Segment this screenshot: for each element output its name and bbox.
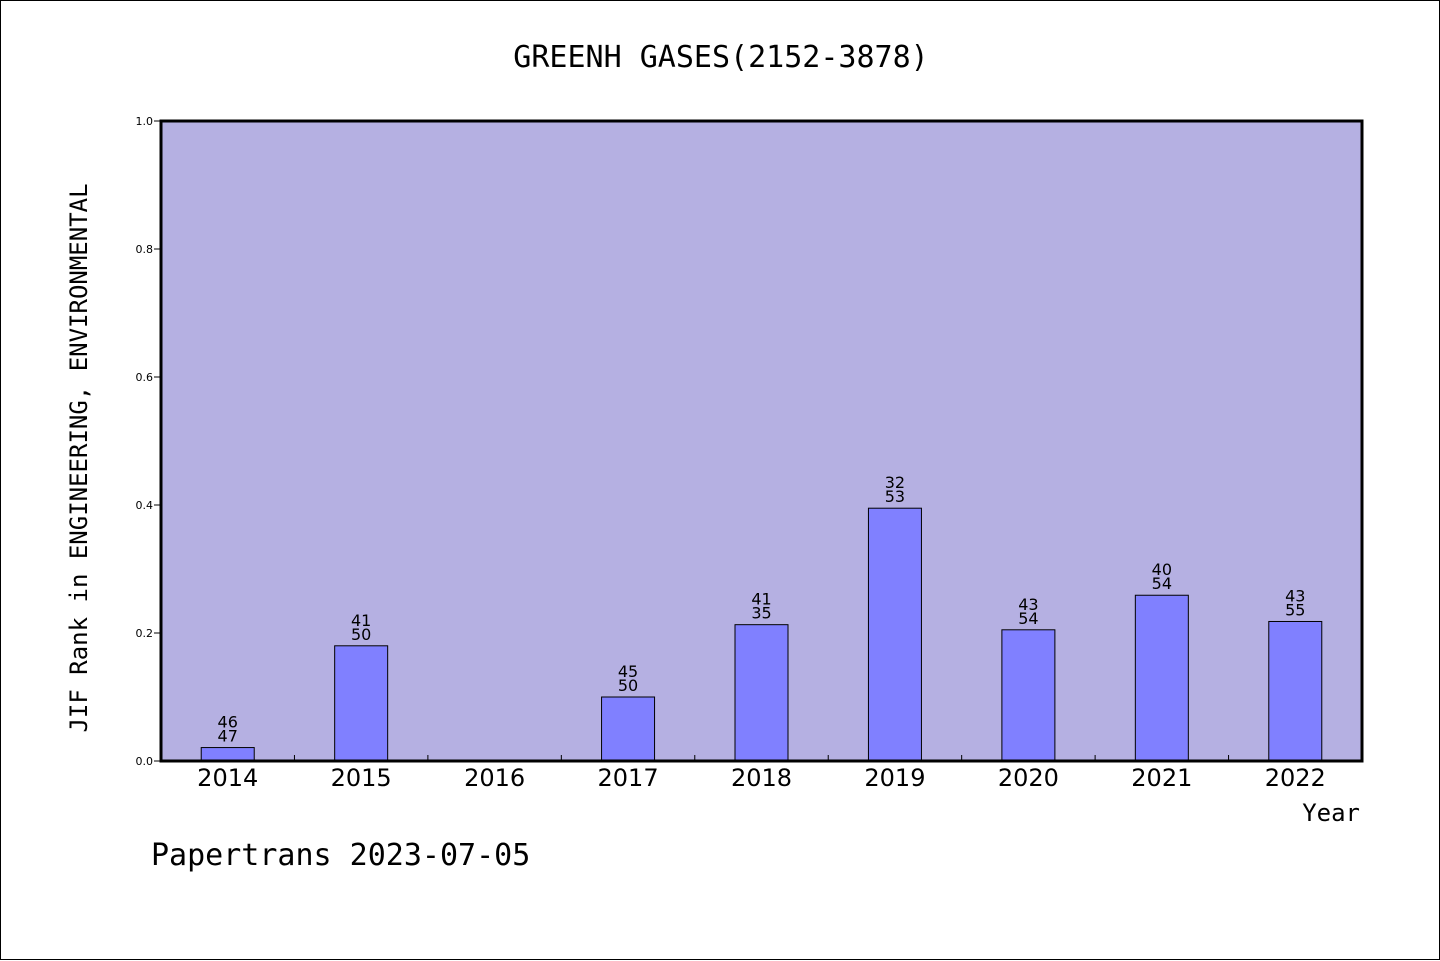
y-axis-ticks: 0.0 0.2 0.4 0.6 0.8 1.0 (136, 115, 161, 768)
bar-label-rank-2021: 40 (1152, 560, 1172, 579)
bar-label-total-2021: 54 (1152, 574, 1172, 593)
x-tick-label-2019: 2019 (864, 764, 925, 792)
bar-label-total-2014: 47 (218, 727, 238, 746)
bar-2015 (334, 645, 389, 762)
bar-label-total-2020: 54 (1018, 609, 1038, 628)
plot-border (159, 119, 1364, 763)
bar-2017 (601, 696, 656, 762)
bar-label-total-2015: 50 (351, 625, 371, 644)
bar-label-total-2017: 50 (618, 676, 638, 695)
bars-group (200, 507, 1323, 762)
bar-label-total-2019: 53 (885, 487, 905, 506)
x-tick-label-2016: 2016 (464, 764, 525, 792)
bar-label-rank-2015: 41 (351, 611, 371, 630)
bar-2018 (734, 624, 789, 762)
x-tick-label-2021: 2021 (1131, 764, 1192, 792)
x-tick-label-2015: 2015 (331, 764, 392, 792)
x-tick-label-2022: 2022 (1265, 764, 1326, 792)
x-axis-ticks: 2014 2015 2016 2017 2018 2019 2020 2021 2022 (197, 755, 1326, 792)
bar-label-rank-2020: 43 (1018, 595, 1038, 614)
bar-label-rank-2019: 32 (885, 473, 905, 492)
y-axis-label: JIF Rank in ENGINEERING, ENVIRONMENTAL (65, 183, 93, 732)
x-tick-label-2014: 2014 (197, 764, 258, 792)
bar-label-rank-2017: 45 (618, 662, 638, 681)
x-axis-label: Year (1302, 799, 1360, 827)
bar-label-rank-2014: 46 (218, 713, 238, 732)
bar-label-rank-2022: 43 (1285, 586, 1305, 605)
footer-credit: Papertrans 2023-07-05 (151, 838, 530, 873)
bar-2019 (867, 507, 922, 762)
x-tick-label-2018: 2018 (731, 764, 792, 792)
bar-label-total-2018: 35 (751, 604, 771, 623)
y-tick-label: 1.0 (136, 115, 154, 128)
x-tick-label-2020: 2020 (998, 764, 1059, 792)
bar-2022 (1268, 620, 1323, 762)
y-tick-label: 0.8 (136, 243, 154, 256)
bar-2014 (200, 747, 255, 762)
chart-title: GREENH GASES(2152-3878) (513, 40, 928, 75)
bar-2020 (1001, 629, 1056, 762)
x-tick-label-2017: 2017 (598, 764, 659, 792)
y-tick-label: 0.4 (136, 499, 154, 512)
y-tick-label: 0.6 (136, 371, 154, 384)
y-tick-label: 0.0 (136, 755, 154, 768)
bar-label-total-2022: 55 (1285, 600, 1305, 619)
y-tick-label: 0.2 (136, 627, 154, 640)
bar-label-rank-2018: 41 (751, 590, 771, 609)
bar-2021 (1134, 594, 1189, 762)
